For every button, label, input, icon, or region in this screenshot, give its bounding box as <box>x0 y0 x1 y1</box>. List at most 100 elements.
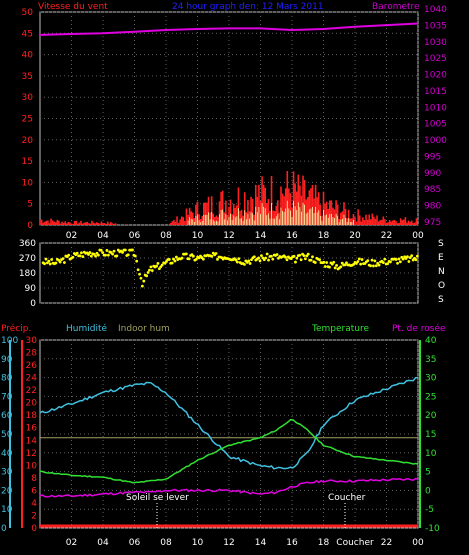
direction-point <box>394 258 398 261</box>
direction-point <box>295 256 299 260</box>
direction-point <box>135 259 139 263</box>
precip-tick-label: 18 <box>26 411 38 421</box>
direction-point <box>136 268 140 272</box>
top-x-tick-label: 16 <box>286 231 298 241</box>
precip-tick-label: 22 <box>26 386 37 396</box>
humidity-tick-label: 60 <box>1 411 13 421</box>
humidity-tick-label: 0 <box>1 524 7 534</box>
direction-point <box>48 262 52 266</box>
direction-point <box>285 258 289 262</box>
precip-tick-label: 12 <box>26 449 37 459</box>
top-x-tick-label: 06 <box>129 231 141 241</box>
direction-point <box>345 261 348 265</box>
direction-point <box>145 274 149 278</box>
direction-tick-label: 360 <box>19 239 36 249</box>
direction-point <box>407 260 411 263</box>
direction-point <box>366 259 370 263</box>
temperature-tick-label: 0 <box>425 486 431 496</box>
direction-point <box>201 257 205 261</box>
top-x-tick-label: 14 <box>255 231 267 241</box>
bottom-x-tick-label: 22 <box>381 538 392 548</box>
baro-axis-label: Barometre <box>372 2 420 12</box>
direction-point <box>97 253 100 257</box>
temperature-tick-label: -5 <box>425 505 434 515</box>
direction-point <box>339 265 343 269</box>
indoor-hum-label: Indoor hum <box>118 324 170 334</box>
direction-point <box>148 268 151 272</box>
direction-point <box>406 255 409 259</box>
direction-point <box>299 258 303 262</box>
direction-point <box>105 249 109 252</box>
direction-point <box>355 262 358 265</box>
precip-tick-label: 28 <box>26 349 38 359</box>
humidity-label: Humidité <box>66 323 107 334</box>
direction-point <box>156 262 160 265</box>
temperature-tick-label: 25 <box>425 392 436 402</box>
direction-point <box>372 264 375 268</box>
direction-point <box>313 261 317 264</box>
wind-tick-label: 25 <box>22 115 33 125</box>
direction-tick-label: 90 <box>25 284 37 294</box>
precip-tick-label: 16 <box>26 424 38 434</box>
top-panel: Vitesse du vent 24 hour graph den: 12 Ma… <box>22 2 448 241</box>
bottom-panel: Précip. Humidité Indoor hum Temperature … <box>1 323 446 548</box>
wind-tick-label: 0 <box>27 221 33 231</box>
direction-point <box>328 265 331 269</box>
direction-point <box>408 256 412 259</box>
direction-point <box>267 258 270 262</box>
direction-point <box>173 259 177 263</box>
direction-point <box>138 272 141 276</box>
bottom-x-tick-label: 16 <box>286 538 298 548</box>
direction-point <box>92 252 96 256</box>
temperature-tick-label: 40 <box>425 336 437 346</box>
bottom-x-ticks: 02 04 06 08 10 12 14 16 18 Coucher 22 00 <box>66 538 424 548</box>
humidity-tick-label: 100 <box>1 336 18 346</box>
direction-point <box>172 257 175 261</box>
direction-point <box>187 257 191 261</box>
bottom-x-tick-label: 02 <box>66 538 77 548</box>
direction-point <box>174 255 178 259</box>
direction-point <box>415 254 419 258</box>
direction-point <box>414 258 418 262</box>
temperature-tick-label: 30 <box>425 374 437 384</box>
direction-point <box>235 260 239 264</box>
top-x-ticks: 02 04 06 08 10 12 14 16 18 20 22 00 <box>66 231 424 241</box>
direction-point <box>94 254 97 258</box>
direction-point <box>247 259 251 263</box>
top-title: 24 hour graph den: 12 Mars 2011 <box>172 2 324 12</box>
direction-point <box>401 257 405 261</box>
precip-tick-label: 8 <box>31 474 37 484</box>
direction-point <box>260 254 263 258</box>
top-x-tick-label: 00 <box>412 231 424 241</box>
top-x-tick-label: 02 <box>66 231 77 241</box>
direction-point <box>325 261 329 264</box>
direction-point <box>44 257 48 261</box>
precip-tick-label: 14 <box>26 436 38 446</box>
top-x-tick-label: 10 <box>192 231 204 241</box>
wind-tick-label: 40 <box>22 51 34 61</box>
precip-tick-label: 20 <box>26 399 38 409</box>
direction-point <box>165 260 168 263</box>
direction-letter: E <box>438 253 444 263</box>
direction-point <box>322 260 326 264</box>
direction-point <box>370 258 374 262</box>
direction-point <box>214 252 218 255</box>
humidity-tick-label: 70 <box>1 392 13 402</box>
direction-point <box>194 257 198 261</box>
temperature-tick-label: 5 <box>425 468 431 478</box>
sunset-label: Coucher <box>328 493 366 503</box>
precip-tick-label: 26 <box>26 361 38 371</box>
wind-tick-label: 20 <box>22 136 34 146</box>
direction-point <box>389 260 392 264</box>
direction-point <box>146 271 150 274</box>
bottom-x-tick-label: 04 <box>97 538 109 548</box>
direction-point <box>111 252 115 256</box>
direction-point <box>373 259 377 263</box>
direction-point <box>257 256 261 260</box>
wind-tick-label: 10 <box>22 178 34 188</box>
bottom-x-tick-label: 08 <box>160 538 172 548</box>
direction-point <box>63 261 66 264</box>
baro-ticks: 975 980 985 990 995 1000 1005 1010 1015 1020 1025 1… <box>424 5 447 228</box>
